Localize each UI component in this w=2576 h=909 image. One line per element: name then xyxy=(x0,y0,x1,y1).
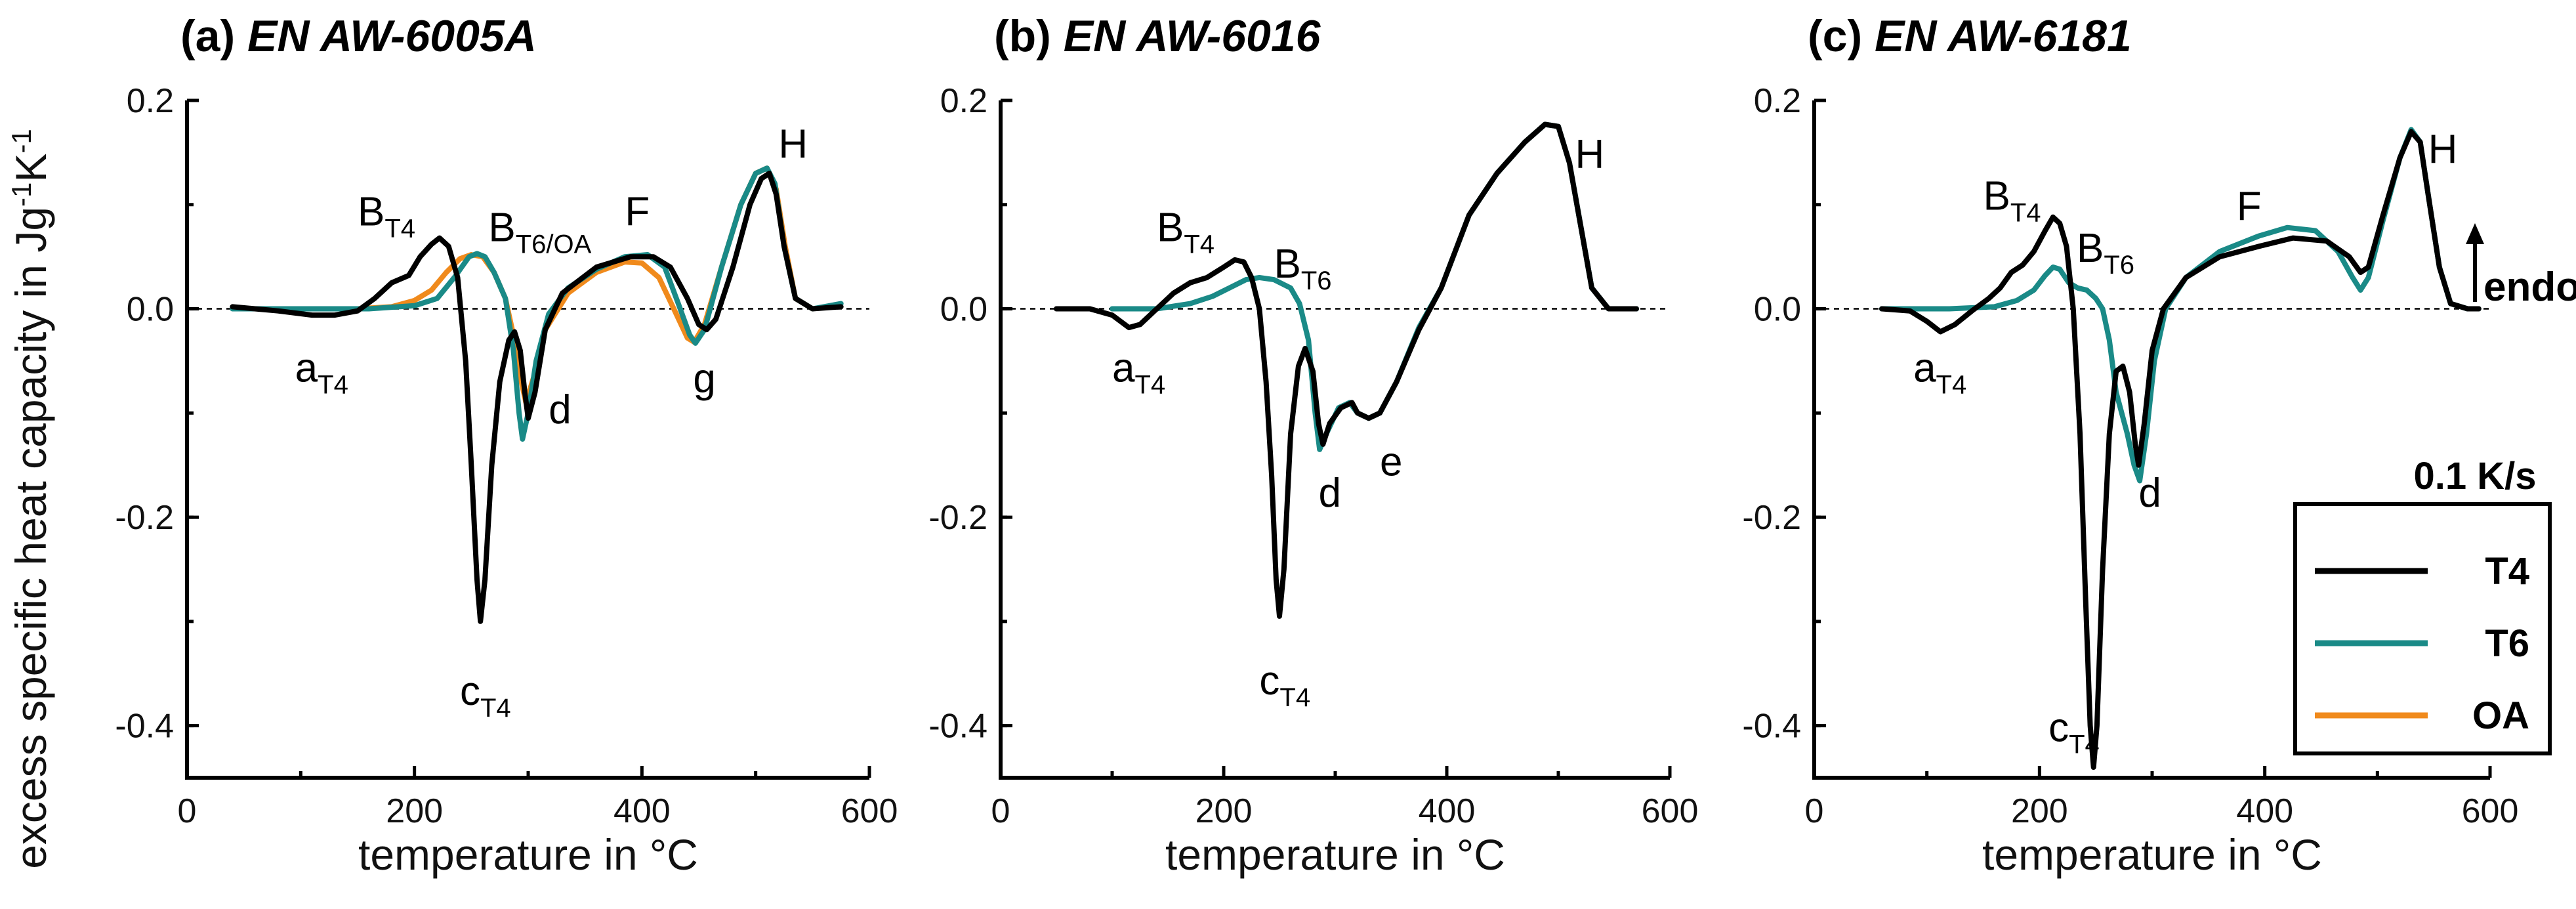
peak-annotation: d xyxy=(1319,471,1341,516)
y-tick-label: 0.2 xyxy=(127,82,174,120)
peak-annotation: H xyxy=(1575,132,1605,177)
peak-annotation: BT4 xyxy=(1984,174,2041,228)
x-tick-label: 200 xyxy=(1195,792,1253,830)
series-line-T4 xyxy=(1879,129,2482,771)
panel-title: (c) EN AW-6181 xyxy=(1808,11,2132,61)
x-tick-label: 600 xyxy=(1642,792,1699,830)
peak-annotation: d xyxy=(549,387,571,433)
panel-letter: (a) xyxy=(180,11,247,61)
y-tick-label: 0.0 xyxy=(940,291,987,329)
legend-label-OA: OA xyxy=(2472,694,2529,737)
panel-title: (a) EN AW-6005A xyxy=(180,11,537,61)
y-axis-title: excess specific heat capacity in Jg-1K-1 xyxy=(6,129,56,869)
x-axis-title: temperature in °C xyxy=(1165,830,1505,879)
x-tick-label: 0 xyxy=(1805,792,1824,830)
ylabel-unit-k: K xyxy=(7,154,55,182)
chart-panel-2: 0.2 0.0 -0.2 -0.4 0 200 400 600 temperature in °… xyxy=(1742,11,2518,879)
x-tick-label: 400 xyxy=(1419,792,1476,830)
legend-rate-title: 0.1 K/s xyxy=(2414,455,2537,497)
legend-box xyxy=(2293,502,2552,755)
peak-annotation: aT4 xyxy=(1913,346,1966,400)
panel-letter: (b) xyxy=(994,11,1064,61)
x-tick-label: 600 xyxy=(841,792,898,830)
y-tick-label: -0.4 xyxy=(1742,708,1801,746)
y-tick-label: 0.0 xyxy=(1754,291,1801,329)
x-axis-title: temperature in °C xyxy=(358,830,698,879)
ylabel-sup2: -1 xyxy=(6,129,37,153)
peak-annotation: aT4 xyxy=(295,346,348,400)
x-tick-label: 400 xyxy=(2236,792,2293,830)
y-tick-label: -0.4 xyxy=(115,708,174,746)
peak-annotation: aT4 xyxy=(1112,346,1165,400)
legend-label-T6: T6 xyxy=(2485,622,2529,665)
x-tick-label: 0 xyxy=(178,792,197,830)
peak-annotation: BT6 xyxy=(2077,226,2134,280)
panels: 0.2 0.0 -0.2 -0.4 0 200 400 600 temperature in °… xyxy=(115,11,2518,879)
panel-letter: (c) xyxy=(1808,11,1875,61)
ylabel-sup1: -1 xyxy=(6,182,37,207)
y-tick-label: 0.0 xyxy=(127,291,174,329)
chart-panel-0: 0.2 0.0 -0.2 -0.4 0 200 400 600 temperature in °… xyxy=(115,11,898,879)
x-tick-label: 400 xyxy=(613,792,671,830)
peak-annotation: cT4 xyxy=(460,669,511,723)
legend: T4 T6 OA xyxy=(2293,502,2552,755)
x-tick-label: 200 xyxy=(386,792,443,830)
peak-annotation: BT4 xyxy=(358,190,415,243)
endo-indicator: endo xyxy=(2466,223,2576,310)
series-line-T4 xyxy=(1054,121,1639,619)
panel-alloy: EN AW-6016 xyxy=(1064,11,1321,61)
panel-title: (b) EN AW-6016 xyxy=(994,11,1321,61)
peak-annotation: BT6/OA xyxy=(488,205,591,259)
series-line-T6 xyxy=(1879,127,2482,484)
peak-annotation: H xyxy=(2428,127,2458,172)
endo-arrow-head-icon xyxy=(2466,223,2484,244)
peak-annotation: BT6 xyxy=(1274,242,1332,295)
peak-annotation: BT4 xyxy=(1157,205,1215,259)
series-line-T4 xyxy=(230,171,844,624)
y-tick-label: -0.2 xyxy=(1742,499,1801,537)
peak-annotation: F xyxy=(2237,184,2262,230)
peak-annotation: g xyxy=(693,356,715,402)
series-line-T6 xyxy=(1110,121,1639,452)
y-tick-label: 0.2 xyxy=(940,82,987,120)
ylabel-main: excess specific heat capacity in Jg xyxy=(7,207,55,869)
peak-annotation: H xyxy=(778,121,808,167)
endo-label: endo xyxy=(2483,264,2576,310)
peak-annotation: cT4 xyxy=(2048,705,2100,759)
y-tick-label: -0.2 xyxy=(115,499,174,537)
peak-annotation: d xyxy=(2138,471,2161,516)
peak-annotation: F xyxy=(625,190,650,235)
legend-label-T4: T4 xyxy=(2485,550,2529,593)
x-tick-label: 200 xyxy=(2011,792,2068,830)
y-tick-label: -0.4 xyxy=(928,708,987,746)
y-tick-label: -0.2 xyxy=(928,499,987,537)
chart-panel-1: 0.2 0.0 -0.2 -0.4 0 200 400 600 temperature in °… xyxy=(928,11,1698,879)
panel-alloy: EN AW-6181 xyxy=(1875,11,2132,61)
panel-alloy: EN AW-6005A xyxy=(247,11,537,61)
x-tick-label: 0 xyxy=(991,792,1010,830)
x-axis-title: temperature in °C xyxy=(1982,830,2322,879)
x-tick-label: 600 xyxy=(2462,792,2519,830)
peak-annotation: cT4 xyxy=(1259,658,1310,712)
y-tick-label: 0.2 xyxy=(1754,82,1801,120)
peak-annotation: e xyxy=(1380,440,1402,485)
